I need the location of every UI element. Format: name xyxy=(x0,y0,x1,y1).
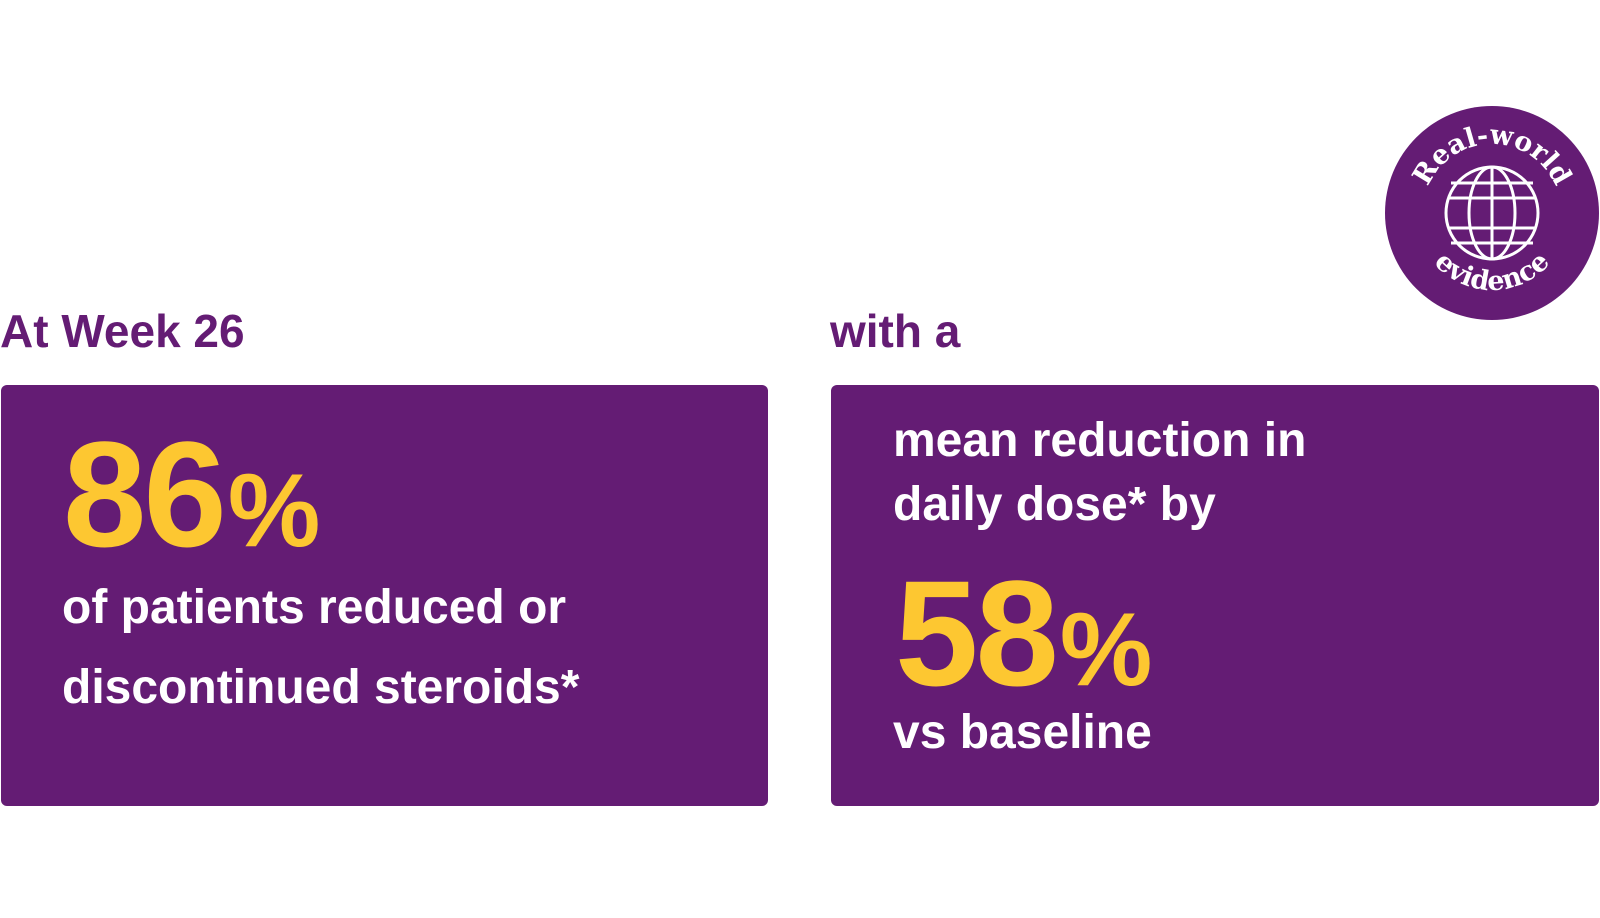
description-line-2: discontinued steroids* xyxy=(62,661,580,714)
stat-intro: mean reduction in daily dose* by xyxy=(893,409,1306,537)
heading-at-week-26: At Week 26 xyxy=(0,305,245,357)
stat-number: 86 xyxy=(63,410,227,578)
stat-58-percent: 58% xyxy=(895,558,1152,708)
stat-unit: % xyxy=(1059,592,1153,708)
stat-number: 58 xyxy=(895,549,1059,717)
stat-suffix: vs baseline xyxy=(893,706,1152,759)
stat-86-percent: 86% xyxy=(63,419,320,569)
stat-unit: % xyxy=(227,453,321,569)
globe-icon xyxy=(1444,165,1540,261)
stat-description: of patients reduced or discontinued ster… xyxy=(62,568,579,728)
intro-line-1: mean reduction in xyxy=(893,414,1307,467)
stat-panel-steroids: 86% of patients reduced or discontinued … xyxy=(1,385,768,806)
real-world-evidence-badge: Real-world evidence xyxy=(1385,106,1599,320)
intro-line-2: daily dose* by xyxy=(893,478,1216,531)
stat-panel-dose-reduction: mean reduction in daily dose* by 58% vs … xyxy=(831,385,1599,806)
heading-with-a: with a xyxy=(830,305,961,357)
description-line-1: of patients reduced or xyxy=(62,581,567,634)
